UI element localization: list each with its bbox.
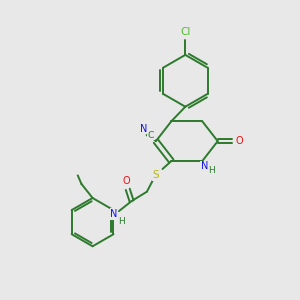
Text: S: S (152, 170, 159, 180)
Text: N: N (110, 209, 118, 219)
Text: N: N (140, 124, 148, 134)
Text: H: H (208, 166, 215, 175)
Text: O: O (122, 176, 130, 186)
Text: O: O (236, 136, 243, 146)
Text: Cl: Cl (180, 27, 190, 37)
Text: C: C (148, 130, 154, 140)
Text: H: H (118, 217, 125, 226)
Text: N: N (201, 161, 208, 171)
